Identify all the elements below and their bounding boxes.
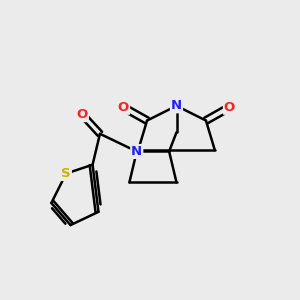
Text: S: S xyxy=(61,167,71,180)
Text: O: O xyxy=(77,108,88,121)
Text: N: N xyxy=(171,99,182,112)
Text: N: N xyxy=(131,145,142,158)
Text: O: O xyxy=(224,101,235,114)
Text: O: O xyxy=(118,101,129,114)
